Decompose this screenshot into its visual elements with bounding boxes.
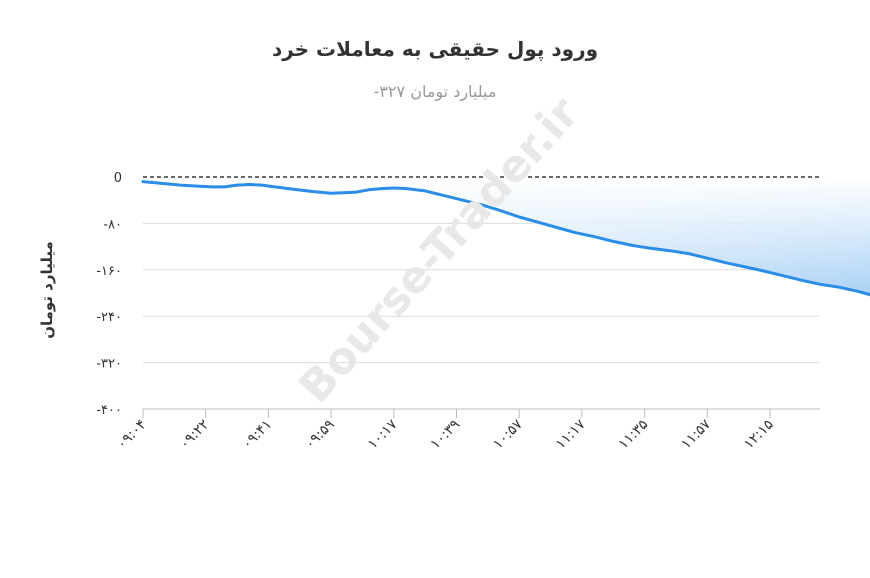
- y-tick-label: -۳۲۰: [96, 357, 122, 372]
- y-tick-label: -۸۰: [103, 217, 122, 232]
- area-layer: [143, 177, 870, 295]
- x-tick-label: ۱۰:۳۹: [427, 417, 463, 453]
- x-tick-label: ۰۹:۵۹: [302, 417, 338, 453]
- x-tick-label: ۰۹:۰۴: [114, 417, 150, 453]
- x-tick-label: ۱۱:۵۷: [678, 416, 714, 452]
- y-tick-label: -۱۶۰: [96, 264, 122, 279]
- x-tick-label: ۱۰:۵۷: [490, 416, 526, 452]
- series-line-layer: [141, 180, 870, 297]
- series-area-highlight: [143, 177, 870, 295]
- watermark: Bourse-Trader.ir: [289, 88, 589, 413]
- y-tick-label: -۴۰۰: [96, 403, 122, 418]
- y-axis-label: میلیارد تومان: [38, 241, 56, 339]
- series-line: [141, 180, 870, 297]
- y-axis-ticks: 0 -۸۰ -۱۶۰ -۲۴۰ -۳۲۰ -۴۰۰: [96, 171, 122, 418]
- x-axis-ticks: ۰۹:۰۴ ۰۹:۲۲ ۰۹:۴۱ ۰۹:۵۹ ۱۰:۱۷ ۱۰:۳۹ ۱۰:۵۷ ۱۱:۱۷…: [114, 409, 777, 452]
- x-tick-label: ۰۹:۲۲: [177, 417, 213, 453]
- x-tick-label: ۱۲:۱۵: [741, 417, 777, 453]
- y-tick-label: -۲۴۰: [96, 310, 122, 325]
- chart-title: ورود پول حقیقی به معاملات خرد: [272, 37, 598, 62]
- y-tick-label: 0: [114, 171, 122, 186]
- x-tick-label: ۰۹:۴۱: [239, 417, 275, 453]
- x-tick-label: ۱۰:۱۷: [365, 416, 401, 452]
- x-tick-label: ۱۱:۳۵: [616, 417, 652, 453]
- chart-subtitle: میلیارد تومان ۳۲۷-: [374, 82, 497, 102]
- x-tick-label: ۱۱:۱۷: [553, 416, 589, 452]
